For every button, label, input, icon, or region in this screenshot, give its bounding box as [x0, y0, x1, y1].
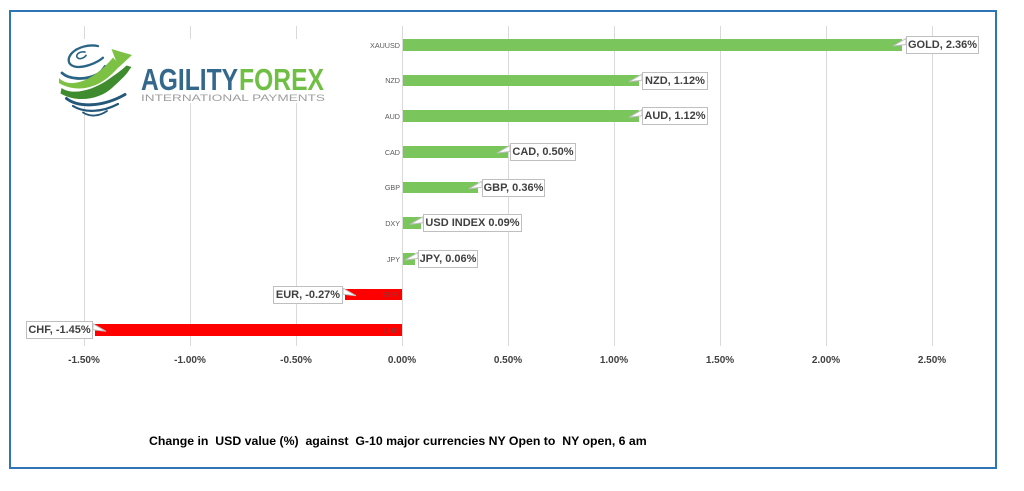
svg-text:INTERNATIONAL PAYMENTS: INTERNATIONAL PAYMENTS: [141, 93, 325, 104]
svg-text:AGILITY: AGILITY: [141, 62, 238, 97]
svg-text:FOREX: FOREX: [239, 62, 324, 97]
